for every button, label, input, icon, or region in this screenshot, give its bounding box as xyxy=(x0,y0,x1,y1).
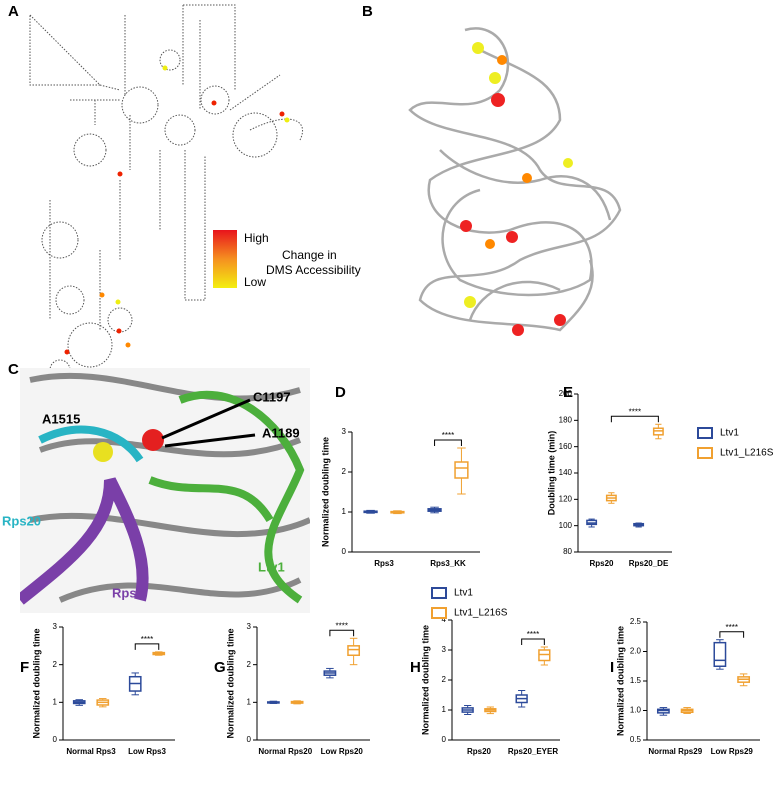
y-tick-label: 3 xyxy=(53,622,58,631)
annotation: A1189 xyxy=(262,425,300,440)
y-tick-label: 1.0 xyxy=(630,706,642,715)
legend-swatch xyxy=(697,447,713,459)
significance-label: **** xyxy=(336,621,348,630)
annotation: Rps3 xyxy=(112,585,144,600)
y-tick-label: 200 xyxy=(559,389,573,398)
y-axis-label: Doubling time (min) xyxy=(546,431,556,516)
y-tick-label: 100 xyxy=(559,521,573,530)
y-tick-label: 1 xyxy=(442,705,447,714)
y-tick-label: 2 xyxy=(342,467,347,476)
y-tick-label: 80 xyxy=(563,547,572,556)
y-tick-label: 2 xyxy=(53,660,58,669)
significance-label: **** xyxy=(442,431,454,440)
x-tick-label: Rps3_KK xyxy=(430,559,466,568)
annotation: C1197 xyxy=(253,389,291,404)
significance-label: **** xyxy=(141,635,153,644)
y-tick-label: 0.5 xyxy=(630,735,642,744)
y-tick-label: 3 xyxy=(442,645,447,654)
y-axis-label: Normalized doubling time xyxy=(615,626,625,736)
annotation: A1515 xyxy=(42,411,80,426)
significance-bracket xyxy=(610,415,659,423)
legend-swatch xyxy=(697,427,713,439)
y-tick-label: 180 xyxy=(559,415,573,424)
x-tick-label: Low Rps3 xyxy=(128,747,166,756)
y-axis-label: Normalized doubling time xyxy=(31,628,41,738)
x-tick-label: Rps20_EYER xyxy=(508,747,558,756)
panel-label: H xyxy=(410,659,421,676)
color-scale xyxy=(213,230,237,288)
x-tick-label: Normal Rps29 xyxy=(648,747,702,756)
x-tick-label: Normal Rps3 xyxy=(66,747,116,756)
significance-bracket xyxy=(434,439,462,446)
y-tick-label: 0 xyxy=(53,735,58,744)
legend-swatch xyxy=(431,607,447,619)
significance-bracket xyxy=(134,643,160,650)
ribosome-structure xyxy=(408,27,622,336)
y-tick-label: 2.5 xyxy=(630,617,642,626)
legend-label: Ltv1 xyxy=(454,588,473,599)
panel-label: G xyxy=(214,659,226,676)
box xyxy=(347,645,361,656)
box xyxy=(713,641,727,668)
significance-label: **** xyxy=(629,407,641,416)
x-tick-label: Rps20 xyxy=(589,559,614,568)
legend-label: Ltv1_L216S xyxy=(720,448,774,459)
x-tick-label: Low Rps29 xyxy=(711,747,754,756)
y-axis-label: Normalized doubling time xyxy=(225,628,235,738)
y-tick-label: 1 xyxy=(247,697,252,706)
panel-label: F xyxy=(20,659,29,676)
y-axis-label: Normalized doubling time xyxy=(420,625,430,735)
panel-label: B xyxy=(362,3,373,20)
y-tick-label: 2.0 xyxy=(630,647,642,656)
x-tick-label: Normal Rps20 xyxy=(258,747,312,756)
legend-label: Ltv1_L216S xyxy=(454,608,508,619)
y-tick-label: 3 xyxy=(342,427,347,436)
y-tick-label: 140 xyxy=(559,468,573,477)
scale-high: High xyxy=(244,231,269,245)
y-tick-label: 1 xyxy=(342,507,347,516)
y-tick-label: 120 xyxy=(559,494,573,503)
significance-label: **** xyxy=(527,630,539,639)
legend-label: Ltv1 xyxy=(720,428,739,439)
scale-title: Change in xyxy=(282,248,337,262)
scale-title: DMS Accessibility xyxy=(266,263,361,277)
panel-label: E xyxy=(563,384,573,401)
significance-label: **** xyxy=(726,623,738,632)
y-tick-label: 160 xyxy=(559,442,573,451)
legend-swatch xyxy=(431,587,447,599)
y-tick-label: 3 xyxy=(247,622,252,631)
panel-label: C xyxy=(8,361,19,378)
significance-bracket xyxy=(521,638,545,645)
y-tick-label: 4 xyxy=(442,615,447,624)
y-tick-label: 1.5 xyxy=(630,676,642,685)
y-axis-label: Normalized doubling time xyxy=(320,437,330,547)
significance-bracket xyxy=(329,629,355,637)
panel-label: A xyxy=(8,3,19,20)
x-tick-label: Rps20 xyxy=(467,747,492,756)
x-tick-label: Low Rps20 xyxy=(321,747,364,756)
y-tick-label: 2 xyxy=(442,675,447,684)
y-tick-label: 0 xyxy=(342,547,347,556)
annotation: Rps20 xyxy=(2,513,41,528)
protein-structure xyxy=(20,368,310,613)
rna-secondary-structure xyxy=(29,4,303,381)
y-tick-label: 0 xyxy=(442,735,447,744)
annotation: Ltv1 xyxy=(258,559,285,574)
x-tick-label: Rps3 xyxy=(374,559,394,568)
y-tick-label: 0 xyxy=(247,735,252,744)
panel-label: I xyxy=(610,659,614,676)
significance-bracket xyxy=(719,631,745,638)
box xyxy=(454,461,469,479)
y-tick-label: 2 xyxy=(247,660,252,669)
y-tick-label: 1 xyxy=(53,697,58,706)
scale-low: Low xyxy=(244,275,266,289)
x-tick-label: Rps20_DE xyxy=(629,559,669,568)
panel-label: D xyxy=(335,384,346,401)
